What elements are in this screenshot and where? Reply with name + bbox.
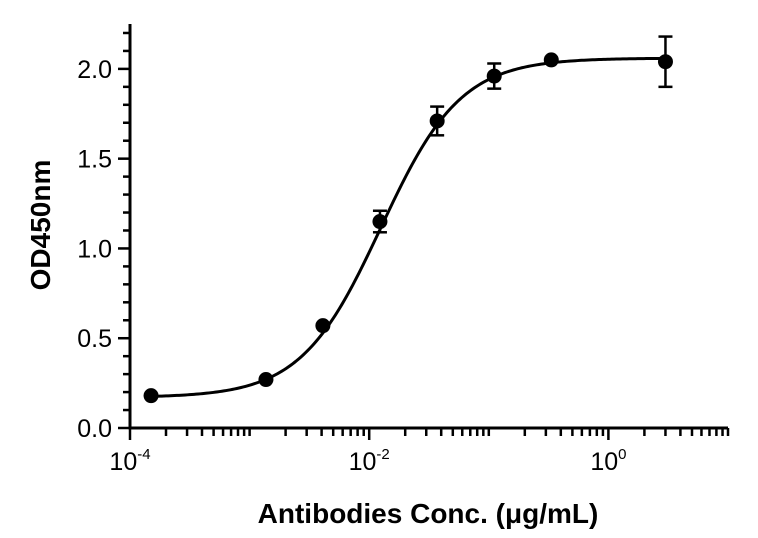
- y-axis: 0.0 0.5 1.0 1.5 2.0: [77, 24, 132, 443]
- data-point: [315, 318, 331, 334]
- fit-curve: [151, 56, 666, 398]
- data-point: [372, 214, 388, 230]
- y-tick-label: 0.5: [77, 325, 112, 353]
- data-point: [543, 52, 559, 68]
- data-point: [143, 388, 159, 404]
- x-axis: 10-4 10-2 100: [109, 426, 730, 476]
- x-tick-label: 10-4: [109, 446, 150, 476]
- y-axis-title: OD450nm: [25, 160, 56, 291]
- y-tick-label: 2.0: [77, 56, 112, 84]
- data-point: [486, 68, 502, 84]
- y-tick-label: 1.5: [77, 146, 112, 174]
- data-point: [429, 113, 445, 129]
- x-axis-title: Antibodies Conc. (μg/mL): [258, 498, 599, 529]
- x-tick-label: 100: [590, 446, 626, 476]
- data-point: [657, 54, 673, 70]
- fit-curve-layer: [151, 56, 666, 398]
- data-point: [258, 372, 274, 388]
- y-tick-label: 0.0: [77, 415, 112, 443]
- data-points-layer: [143, 35, 673, 404]
- y-tick-label: 1.0: [77, 235, 112, 263]
- x-tick-label: 10-2: [349, 446, 390, 476]
